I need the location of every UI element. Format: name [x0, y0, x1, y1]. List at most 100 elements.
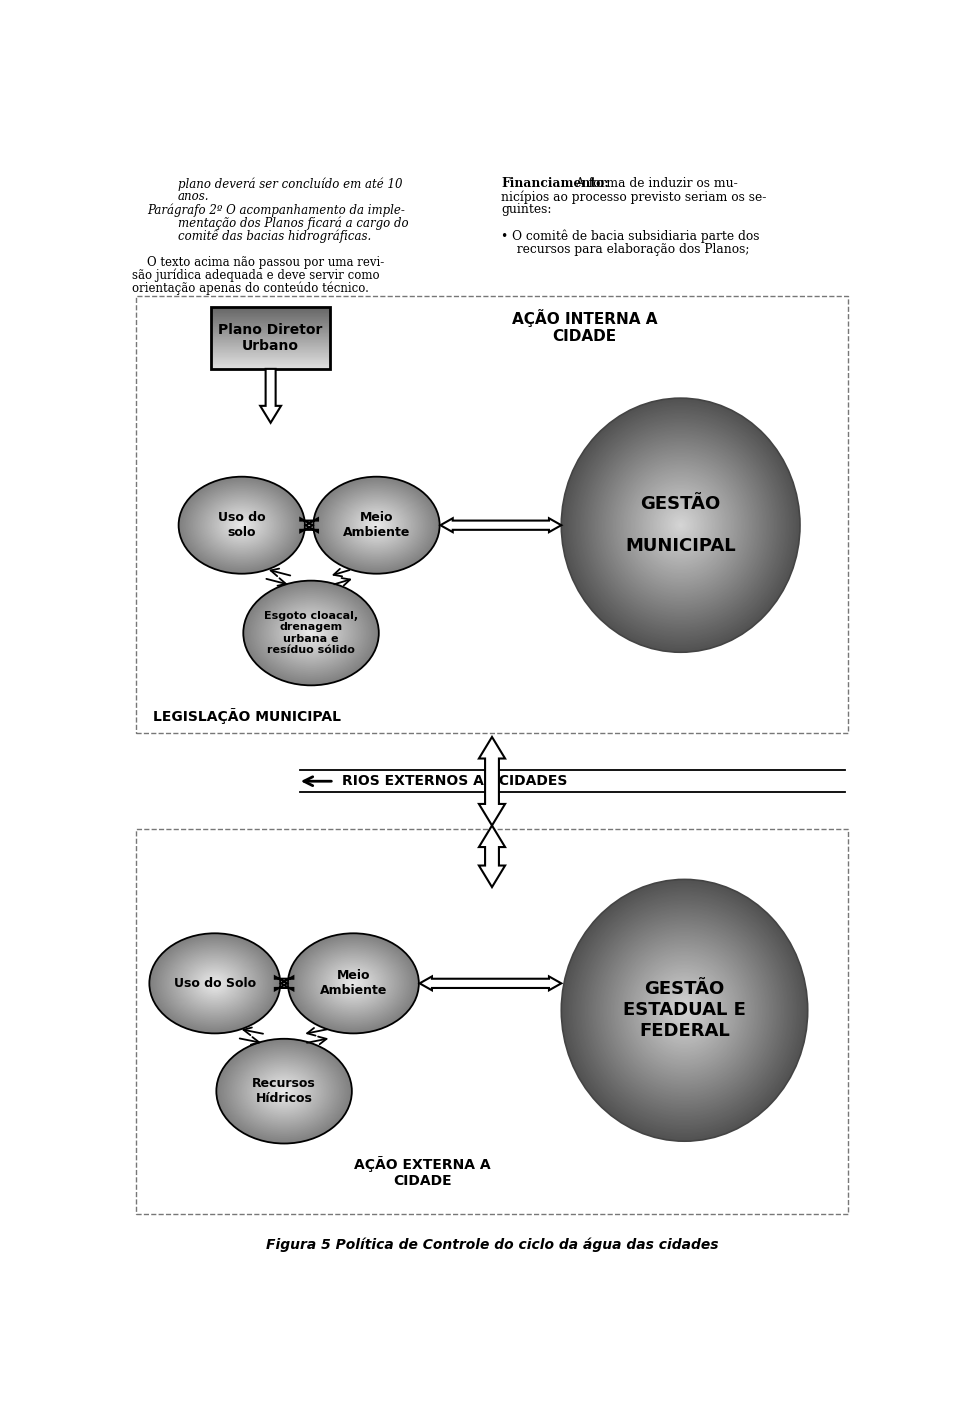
Ellipse shape — [332, 968, 374, 999]
Ellipse shape — [607, 928, 762, 1093]
Ellipse shape — [670, 995, 699, 1026]
Ellipse shape — [623, 945, 746, 1076]
Ellipse shape — [201, 493, 283, 557]
Ellipse shape — [267, 1079, 301, 1104]
Ellipse shape — [592, 912, 777, 1109]
Ellipse shape — [337, 970, 370, 996]
Ellipse shape — [358, 512, 395, 539]
Ellipse shape — [333, 492, 420, 559]
Ellipse shape — [674, 517, 687, 533]
Ellipse shape — [226, 513, 258, 537]
Ellipse shape — [340, 497, 414, 554]
Ellipse shape — [324, 960, 383, 1006]
Ellipse shape — [292, 618, 330, 648]
Ellipse shape — [342, 975, 365, 992]
Ellipse shape — [204, 497, 278, 554]
Ellipse shape — [609, 449, 753, 601]
Ellipse shape — [636, 477, 726, 573]
Ellipse shape — [317, 479, 437, 571]
Ellipse shape — [311, 950, 396, 1016]
Ellipse shape — [275, 1084, 294, 1099]
Ellipse shape — [240, 524, 243, 526]
Ellipse shape — [259, 593, 363, 673]
Ellipse shape — [272, 603, 350, 663]
Text: plano deverá ser concluído em até 10: plano deverá ser concluído em até 10 — [178, 177, 402, 191]
Ellipse shape — [175, 953, 255, 1015]
Ellipse shape — [577, 896, 792, 1124]
Ellipse shape — [603, 923, 766, 1097]
Ellipse shape — [650, 492, 711, 559]
Ellipse shape — [618, 459, 743, 591]
Ellipse shape — [250, 586, 372, 680]
Ellipse shape — [608, 929, 761, 1092]
Ellipse shape — [566, 885, 803, 1136]
Ellipse shape — [248, 584, 374, 683]
Ellipse shape — [161, 943, 268, 1025]
Ellipse shape — [265, 597, 357, 668]
Ellipse shape — [258, 1072, 309, 1110]
Ellipse shape — [371, 520, 383, 530]
Ellipse shape — [194, 489, 289, 561]
Ellipse shape — [237, 1054, 330, 1127]
Ellipse shape — [316, 955, 391, 1012]
Ellipse shape — [237, 1054, 331, 1127]
Ellipse shape — [290, 935, 418, 1032]
Ellipse shape — [295, 938, 412, 1029]
Ellipse shape — [208, 500, 275, 550]
Ellipse shape — [166, 946, 263, 1020]
Ellipse shape — [330, 489, 423, 561]
Ellipse shape — [203, 973, 228, 993]
Ellipse shape — [567, 405, 794, 646]
Ellipse shape — [249, 584, 373, 681]
Ellipse shape — [295, 620, 327, 646]
Ellipse shape — [568, 888, 801, 1133]
Ellipse shape — [573, 410, 788, 640]
Ellipse shape — [296, 939, 411, 1027]
Ellipse shape — [641, 965, 728, 1056]
Ellipse shape — [318, 956, 390, 1010]
Ellipse shape — [322, 959, 385, 1007]
Ellipse shape — [232, 517, 252, 533]
Ellipse shape — [368, 519, 385, 532]
Ellipse shape — [622, 943, 747, 1077]
Ellipse shape — [326, 963, 380, 1005]
Ellipse shape — [336, 494, 417, 556]
Ellipse shape — [662, 986, 707, 1035]
Ellipse shape — [297, 621, 325, 644]
Ellipse shape — [309, 949, 397, 1017]
Ellipse shape — [152, 935, 277, 1032]
Ellipse shape — [620, 460, 741, 590]
Ellipse shape — [596, 435, 765, 616]
Ellipse shape — [588, 906, 781, 1114]
Ellipse shape — [653, 496, 708, 554]
Ellipse shape — [228, 1047, 341, 1134]
Ellipse shape — [221, 509, 262, 542]
Ellipse shape — [364, 516, 389, 534]
Ellipse shape — [183, 480, 300, 570]
Ellipse shape — [281, 1089, 287, 1093]
Ellipse shape — [612, 453, 749, 597]
Ellipse shape — [347, 502, 406, 549]
Ellipse shape — [274, 604, 348, 661]
Ellipse shape — [263, 1074, 305, 1107]
Ellipse shape — [253, 1067, 315, 1114]
Ellipse shape — [591, 430, 770, 620]
Ellipse shape — [266, 1077, 301, 1104]
Ellipse shape — [171, 949, 259, 1017]
Ellipse shape — [248, 1063, 321, 1119]
Ellipse shape — [302, 627, 320, 640]
Ellipse shape — [564, 402, 797, 648]
Ellipse shape — [252, 589, 370, 678]
Ellipse shape — [353, 507, 399, 543]
Ellipse shape — [633, 475, 729, 576]
Ellipse shape — [310, 950, 396, 1016]
Ellipse shape — [282, 1090, 286, 1093]
Ellipse shape — [206, 978, 223, 989]
Ellipse shape — [264, 597, 358, 668]
Ellipse shape — [604, 445, 757, 607]
Ellipse shape — [645, 487, 716, 563]
Ellipse shape — [167, 948, 262, 1020]
Ellipse shape — [204, 975, 227, 992]
Ellipse shape — [348, 979, 359, 988]
Ellipse shape — [188, 963, 242, 1005]
